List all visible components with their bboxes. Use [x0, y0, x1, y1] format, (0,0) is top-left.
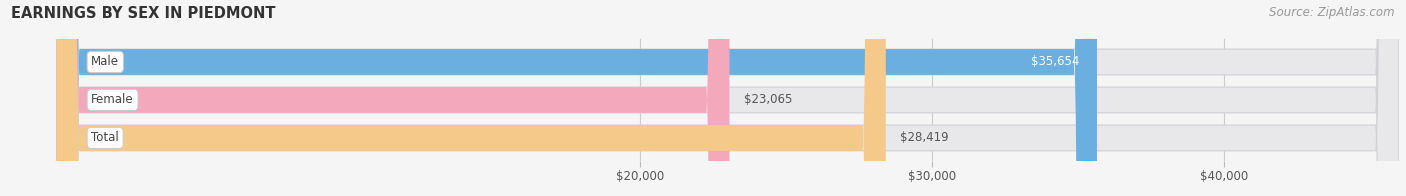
Text: Female: Female — [91, 93, 134, 106]
FancyBboxPatch shape — [56, 0, 730, 196]
Text: Male: Male — [91, 55, 120, 68]
Text: EARNINGS BY SEX IN PIEDMONT: EARNINGS BY SEX IN PIEDMONT — [11, 6, 276, 21]
FancyBboxPatch shape — [56, 0, 1399, 196]
FancyBboxPatch shape — [56, 0, 886, 196]
FancyBboxPatch shape — [56, 0, 1399, 196]
FancyBboxPatch shape — [56, 0, 1399, 196]
Text: $28,419: $28,419 — [900, 132, 949, 144]
FancyBboxPatch shape — [56, 0, 1097, 196]
Text: Source: ZipAtlas.com: Source: ZipAtlas.com — [1270, 6, 1395, 19]
Text: $35,654: $35,654 — [1031, 55, 1080, 68]
Text: Total: Total — [91, 132, 120, 144]
Text: $23,065: $23,065 — [744, 93, 793, 106]
